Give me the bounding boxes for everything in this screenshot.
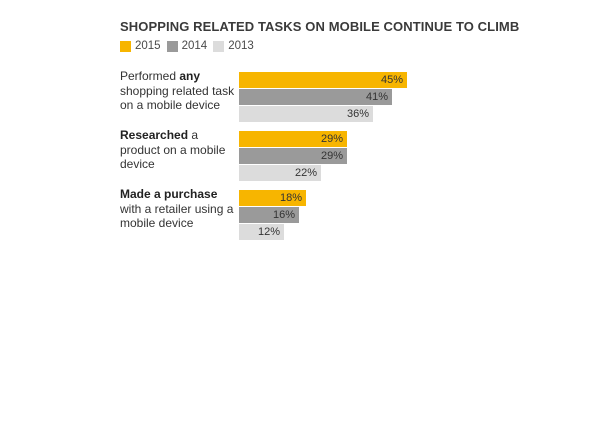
bar-value-label: 18% <box>279 192 302 204</box>
bar-value-label: 29% <box>320 150 343 162</box>
legend-label-2014: 2014 <box>181 40 208 52</box>
bar-2014-group-3: 16% <box>239 207 299 223</box>
legend-swatch-2013 <box>213 40 225 52</box>
bar-value-label: 41% <box>365 91 388 103</box>
bar-2014-group-2: 29% <box>239 148 347 164</box>
bar-2015-group-3: 18% <box>239 190 306 206</box>
bar-2014-group-1: 41% <box>239 89 392 105</box>
category-label-text: with a retailer using a mobile device <box>120 201 234 231</box>
bar-value-label: 22% <box>294 167 317 179</box>
category-label-text: Performed <box>120 69 180 83</box>
chart-legend: 2015 2014 2013 <box>120 40 260 52</box>
category-label-3: Made a purchase with a retailer using a … <box>120 187 235 231</box>
bar-2015-group-2: 29% <box>239 131 347 147</box>
category-label-emphasis: Researched <box>120 128 189 142</box>
bar-2013-group-3: 12% <box>239 224 284 240</box>
bar-2013-group-2: 22% <box>239 165 321 181</box>
bar-value-label: 36% <box>346 108 369 120</box>
bar-value-label: 45% <box>380 74 403 86</box>
legend-swatch-2015 <box>120 40 131 52</box>
category-label-emphasis: any <box>179 69 201 83</box>
bar-value-label: 16% <box>272 209 295 221</box>
category-label-text: a product on a mobile device <box>120 128 226 171</box>
bar-2015-group-1: 45% <box>239 72 407 88</box>
bar-value-label: 12% <box>257 226 280 238</box>
legend-item-2015: 2015 <box>120 40 161 52</box>
category-label-1: Performed any shopping related task on a… <box>120 69 235 113</box>
legend-item-2014: 2014 <box>166 40 208 52</box>
legend-label-2013: 2013 <box>228 40 254 52</box>
bar-2013-group-1: 36% <box>239 106 373 122</box>
legend-label-2015: 2015 <box>135 40 161 52</box>
bar-value-label: 29% <box>320 133 343 145</box>
legend-swatch-2014 <box>166 40 178 52</box>
chart-title: SHOPPING RELATED TASKS ON MOBILE CONTINU… <box>120 19 520 34</box>
legend-item-2013: 2013 <box>213 40 254 52</box>
category-label-text: shopping related task on a mobile device <box>120 83 235 113</box>
category-label-2: Researched a product on a mobile device <box>120 128 235 172</box>
category-label-emphasis: Made a purchase <box>120 187 218 201</box>
